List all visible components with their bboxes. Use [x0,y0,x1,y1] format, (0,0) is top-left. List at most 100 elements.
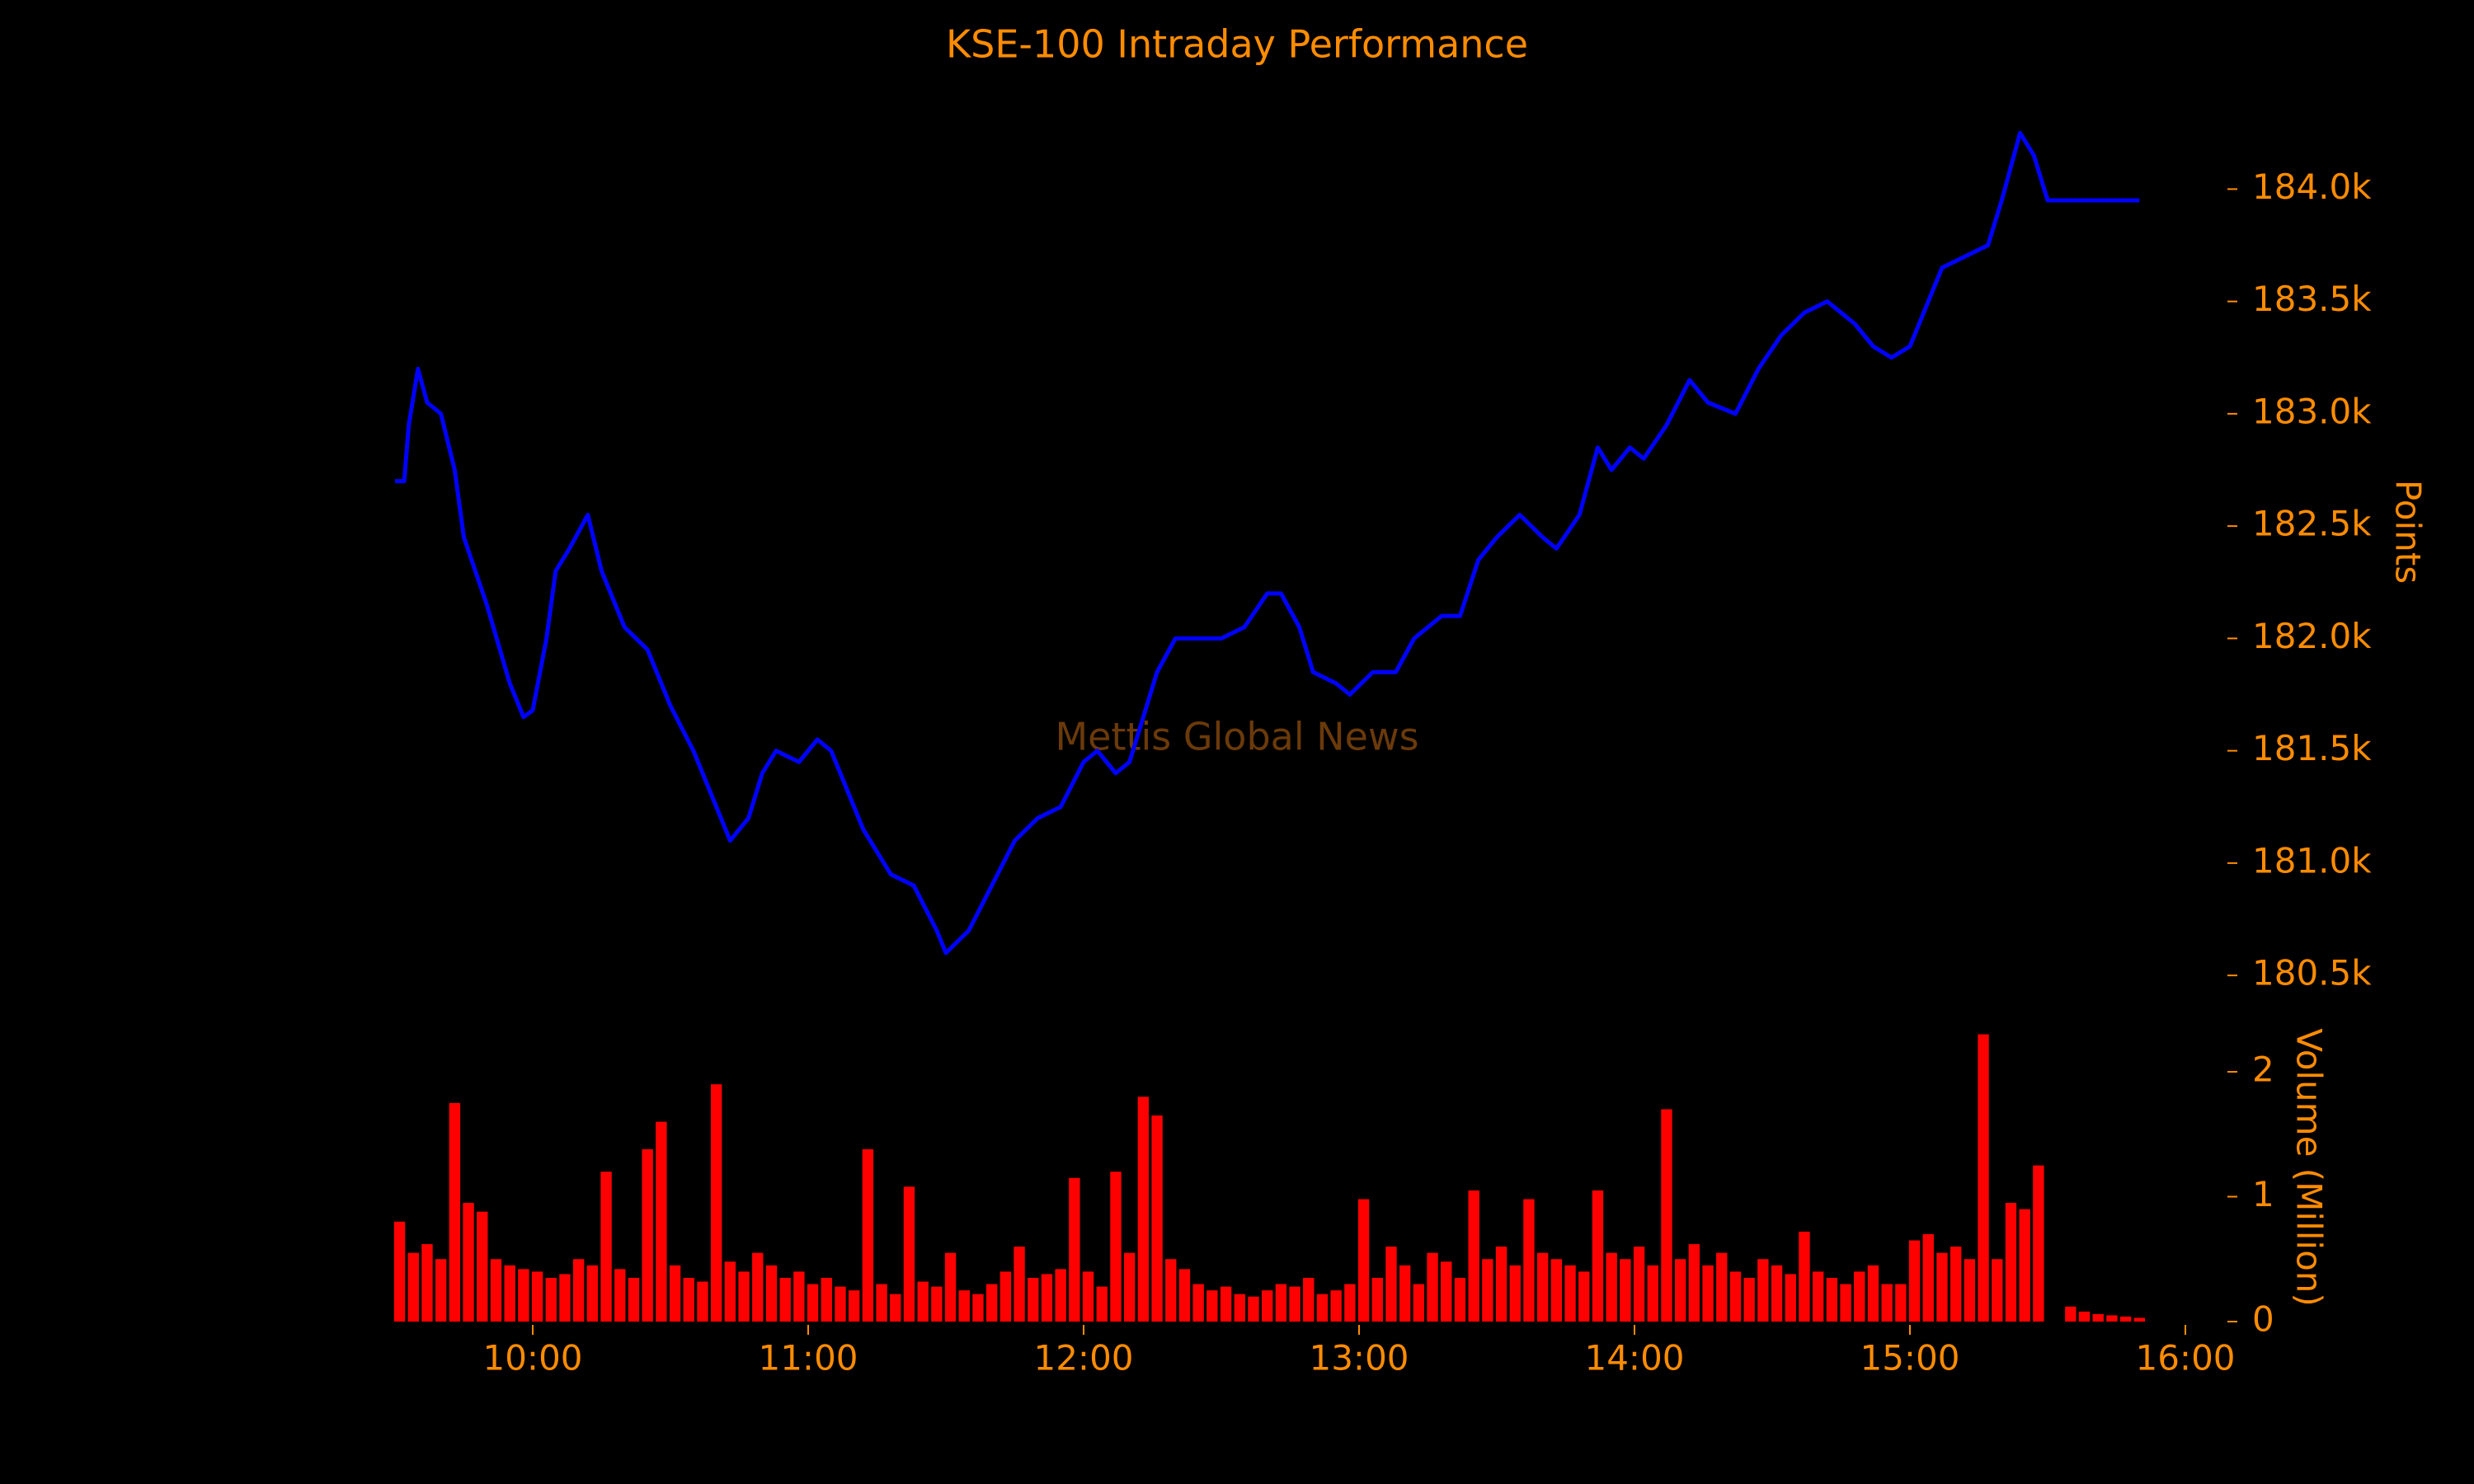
volume-bar [1647,1265,1658,1322]
volume-bar [1371,1277,1383,1322]
volume-bar [1357,1199,1370,1322]
y-tick-label: 2 [2252,1050,2274,1090]
volume-bar [1854,1271,1865,1322]
volume-bar [1220,1286,1232,1322]
volume-bar [1661,1109,1672,1322]
y-tick-label: 1 [2252,1174,2274,1214]
y-tick-label: 181.0k [2252,840,2372,881]
volume-bar [683,1277,694,1322]
volume-bar [876,1284,887,1322]
x-tick-label: 11:00 [758,1338,858,1378]
volume-bar [931,1286,943,1322]
volume-bar [1495,1247,1507,1322]
volume-bar [490,1259,502,1322]
volume-bar [779,1277,791,1322]
volume-bar [1248,1296,1259,1322]
y-tick-label: 183.5k [2252,279,2372,319]
y-tick-label: 183.0k [2252,391,2372,431]
y-tick-label: 181.5k [2252,728,2372,768]
x-tick-label: 15:00 [1860,1338,1959,1378]
volume-bar [435,1259,447,1322]
volume-bar [1757,1259,1769,1322]
volume-bar [1468,1190,1479,1322]
volume-bar [628,1277,640,1322]
volume-bar [724,1261,736,1322]
x-tick-label: 16:00 [2135,1338,2235,1378]
volume-bar [1729,1271,1742,1322]
volume-bar [1992,1259,2003,1322]
volume-bar [1633,1247,1645,1322]
volume-bar [1344,1284,1356,1322]
volume-bar [1908,1240,1921,1322]
volume-bar [1592,1190,1604,1322]
volume-bar [697,1281,708,1322]
y-tick-label: 182.0k [2252,616,2372,656]
volume-bar [2033,1165,2044,1322]
volume-bar [1716,1252,1728,1322]
volume-bar [1620,1259,1631,1322]
volume-bar [1564,1265,1576,1322]
volume-bar [504,1265,515,1322]
volume-bar [1771,1265,1783,1322]
y-tick-label: 0 [2252,1299,2274,1340]
volume-bar [1399,1265,1411,1322]
x-tick-label: 12:00 [1033,1338,1133,1378]
volume-bar [531,1271,543,1322]
volume-bar [642,1148,653,1322]
volume-bar [656,1121,667,1322]
volume-bar [944,1252,957,1322]
volume-bar [614,1269,626,1322]
x-tick-label: 10:00 [482,1338,582,1378]
volume-bar [752,1252,764,1322]
volume-bar [1606,1252,1617,1322]
volume-bar [738,1271,750,1322]
volume-bar [1028,1277,1039,1322]
volume-bar [2019,1209,2030,1322]
volume-bar [1743,1277,1755,1322]
volume-bar [1482,1259,1493,1322]
volume-bar [1082,1271,1094,1322]
volume-bar [985,1284,998,1322]
volume-bar [2133,1317,2146,1322]
volume-bar [1799,1231,1810,1322]
volume-bar [1881,1284,1893,1322]
volume-bar [2119,1316,2132,1322]
volume-bar [1041,1274,1053,1322]
volume-bar [1069,1177,1080,1322]
volume-bar [1275,1284,1287,1322]
y-axis-label: Volume (Million) [2289,1028,2330,1307]
volume-bar [1536,1252,1549,1322]
volume-bar [1578,1271,1590,1322]
y-tick-label: 184.0k [2252,167,2372,207]
volume-bar [477,1211,488,1322]
volume-bar [1206,1290,1218,1322]
volume-bar [586,1265,599,1322]
volume-bar [1895,1284,1907,1322]
volume-bar [1550,1259,1563,1322]
volume-bar [1165,1259,1177,1322]
volume-bar [1261,1290,1273,1322]
volume-bar [1137,1097,1150,1322]
volume-bar [2106,1315,2118,1322]
watermark: Mettis Global News [1055,715,1418,759]
volume-bar [958,1290,970,1322]
volume-bar [1523,1199,1535,1322]
volume-bar [1936,1252,1948,1322]
volume-bar [2078,1311,2091,1322]
volume-bar [862,1148,874,1322]
y-axis-label: Points [2388,480,2429,584]
volume-bar [2065,1306,2077,1322]
volume-bar [2092,1313,2104,1322]
x-tick-label: 14:00 [1584,1338,1684,1378]
volume-bar [835,1286,846,1322]
volume-bar [1950,1247,1962,1322]
volume-bar [1316,1294,1329,1322]
volume-bar [1096,1286,1108,1322]
volume-bar [2005,1203,2017,1322]
volume-bar [1509,1265,1521,1322]
chart-title: KSE-100 Intraday Performance [946,22,1528,67]
volume-bar [1178,1269,1191,1322]
volume-bar [545,1277,557,1322]
